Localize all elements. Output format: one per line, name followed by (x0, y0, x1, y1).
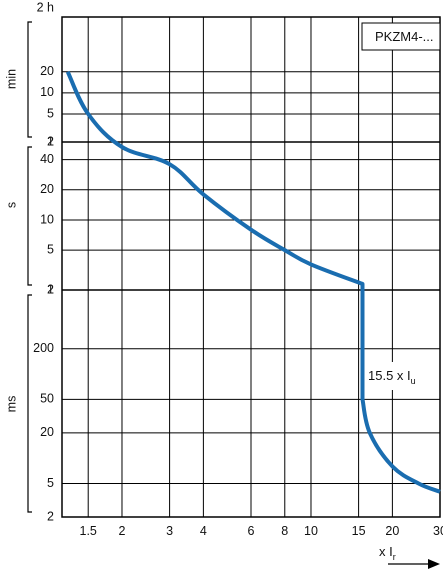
unit-label: min (4, 69, 18, 89)
y-tick-label: 2 (47, 509, 54, 523)
plot-frame (61, 16, 441, 518)
y-tick-label: 20 (40, 425, 54, 439)
x-tick-label: 20 (385, 524, 399, 538)
y-tick-label: 1 (47, 134, 54, 148)
x-tick-label: 4 (200, 524, 207, 538)
y-tick-label: 5 (47, 476, 54, 490)
unit-bracket (27, 146, 32, 286)
series-layer (65, 70, 441, 494)
y-tick-label: 10 (40, 212, 54, 226)
y-tick-label: 1 (47, 282, 54, 296)
x-axis-title-subscript: r (393, 552, 396, 562)
annotation-background (366, 362, 430, 390)
y-tick-label: 40 (40, 152, 54, 166)
y-tick-label: 10 (40, 85, 54, 99)
unit-bracket (27, 21, 32, 138)
y-tick-label: 2 (47, 282, 54, 296)
y-tick-label: 5 (47, 106, 54, 120)
y-tick-label: 2 h (37, 0, 54, 14)
annotation-text: 15.5 x I (368, 368, 411, 383)
x-tick-label: 30 (433, 524, 443, 538)
x-axis-labels: 1.5 2 3 4 6 8 10 15 20 30 (80, 524, 443, 538)
legend-label: PKZM4-... (375, 29, 434, 44)
x-tick-label: 15 (352, 524, 366, 538)
y-tick-label: 200 (33, 341, 54, 355)
unit-label: ms (4, 396, 18, 413)
x-tick-label: 2 (119, 524, 126, 538)
unit-brackets: ms s min (4, 21, 32, 513)
x-axis-title: x Ir (379, 544, 396, 562)
y-tick-label: 20 (40, 182, 54, 196)
y-tick-label: 2 (47, 134, 54, 148)
x-axis-title-text: x I (379, 544, 393, 559)
x-tick-label: 1.5 (80, 524, 97, 538)
x-axis-arrow-head (428, 559, 440, 569)
x-tick-label: 6 (248, 524, 255, 538)
x-tick-label: 8 (281, 524, 288, 538)
y-tick-label: 20 (40, 64, 54, 78)
x-tick-label: 3 (166, 524, 173, 538)
unit-bracket (27, 294, 32, 513)
legend-box (361, 22, 441, 51)
unit-label: s (4, 202, 18, 208)
y-tick-label: 5 (47, 242, 54, 256)
annotation-subscript: u (411, 376, 416, 386)
x-tick-label: 10 (304, 524, 318, 538)
annotation-label: 15.5 x Iu (368, 368, 416, 386)
trip-curve-line (65, 70, 441, 494)
y-tick-label: 50 (40, 392, 54, 406)
